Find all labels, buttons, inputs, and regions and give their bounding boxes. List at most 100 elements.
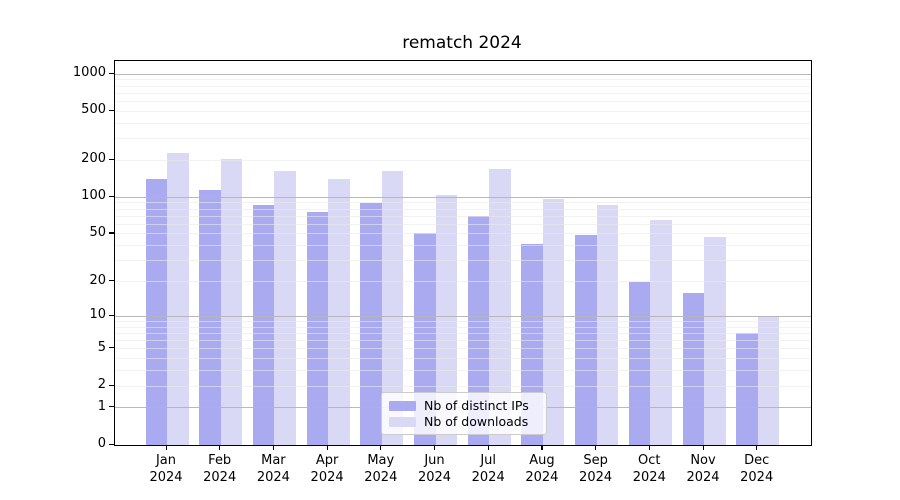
gridline-minor: [115, 332, 811, 334]
bar-distinct-ips: [467, 216, 490, 445]
y-axis-tick-label: 50: [89, 224, 106, 240]
x-axis-month-text: Sep: [583, 453, 608, 468]
plot-area: [114, 60, 812, 446]
x-axis-tick: [272, 445, 275, 450]
gridline-minor: [115, 245, 811, 247]
x-axis-year-text: 2024: [310, 469, 344, 485]
y-axis-tick: [109, 384, 114, 386]
gridline-minor: [115, 326, 811, 328]
x-axis-month-text: Oct: [638, 453, 661, 468]
legend-entry: Nb of distinct IPs: [389, 398, 539, 414]
bar-downloads: [220, 158, 243, 445]
x-axis-tick: [756, 445, 758, 450]
x-axis-year-text: 2024: [203, 469, 237, 485]
x-axis-tick: [219, 445, 221, 450]
x-axis-year-text: 2024: [579, 469, 613, 485]
y-axis-tick: [109, 280, 114, 282]
gridline-minor: [115, 202, 811, 204]
gridline-minor: [115, 370, 811, 372]
y-axis-tick-label: 0: [97, 436, 106, 451]
bar-distinct-ips: [736, 333, 758, 445]
chart-title: rematch 2024: [402, 33, 522, 53]
y-axis-tick-label: 10: [89, 307, 106, 323]
legend-label: Nb of distinct IPs: [424, 398, 529, 413]
gridline-minor: [115, 159, 811, 161]
x-axis-month-text: Feb: [208, 453, 232, 468]
x-axis-year-text: 2024: [525, 469, 559, 485]
bar-downloads: [489, 168, 511, 445]
gridline-minor: [115, 215, 811, 217]
x-axis-tick-label: Dec 2024: [729, 453, 785, 486]
y-axis-tick-label: 20: [89, 272, 106, 288]
legend-label: Nb of downloads: [424, 414, 529, 429]
y-axis-tick: [109, 158, 114, 160]
y-axis-tick-label: 1: [97, 398, 106, 414]
bar-downloads: [650, 220, 672, 445]
gridline-minor: [115, 122, 811, 124]
gridline-major: [115, 315, 811, 317]
y-axis-tick-label: 200: [81, 151, 106, 167]
bar-distinct-ips: [306, 211, 329, 445]
bar-distinct-ips: [199, 189, 221, 445]
gridline-minor: [115, 223, 811, 225]
x-axis-tick-label: Feb 2024: [192, 453, 248, 486]
gridline-minor: [115, 320, 811, 322]
x-axis-tick-label: Mar 2024: [245, 453, 301, 486]
bar-downloads: [435, 194, 457, 445]
y-axis-tick-label: 2: [97, 377, 106, 392]
gridline-minor: [115, 208, 811, 210]
x-axis-tick-label: May 2024: [353, 453, 409, 486]
legend: Nb of distinct IPs Nb of downloads: [381, 392, 547, 435]
x-axis-month-text: Dec: [744, 453, 770, 468]
gridline-minor: [115, 340, 811, 341]
gridline-minor: [115, 348, 811, 350]
gridline-minor: [115, 260, 811, 262]
y-axis-tick: [109, 406, 114, 408]
x-axis-tick-label: Sep 2024: [568, 453, 624, 486]
y-axis-tick-label: 5: [97, 339, 106, 355]
bar-downloads: [704, 237, 726, 445]
bar-downloads: [274, 170, 296, 445]
x-axis-year-text: 2024: [632, 469, 666, 485]
bar-downloads: [328, 179, 350, 445]
gridline-minor: [115, 85, 811, 87]
x-axis-tick: [541, 445, 543, 450]
gridline-minor: [115, 92, 811, 94]
gridline-minor: [115, 100, 811, 102]
x-axis-tick: [326, 445, 328, 450]
bar-distinct-ips: [252, 204, 275, 445]
x-axis-tick-label: Nov 2024: [675, 453, 731, 486]
gridline-minor: [115, 138, 811, 140]
x-axis-tick: [487, 445, 489, 450]
y-axis-tick: [109, 195, 114, 197]
x-axis-tick: [380, 445, 382, 450]
bar-distinct-ips: [145, 179, 167, 445]
x-axis-year-text: 2024: [740, 469, 774, 485]
x-axis-tick: [595, 445, 597, 450]
x-axis-year-text: 2024: [256, 469, 290, 485]
x-axis-tick: [165, 445, 167, 450]
gridline-major: [115, 73, 811, 75]
bar-distinct-ips: [628, 281, 651, 445]
x-axis-year-text: 2024: [364, 469, 398, 485]
x-axis-month-text: Apr: [315, 453, 339, 468]
bar-distinct-ips: [682, 292, 704, 445]
x-axis-tick-label: Jun 2024: [407, 453, 463, 486]
x-axis-tick: [702, 445, 704, 450]
x-axis-year-text: 2024: [471, 469, 505, 485]
bar-distinct-ips: [575, 234, 597, 445]
gridline-major: [115, 196, 811, 198]
x-axis-month-text: Jun: [424, 453, 445, 468]
x-axis-year-text: 2024: [149, 469, 183, 485]
legend-swatch: [389, 417, 416, 427]
bar-downloads: [167, 153, 189, 445]
gridline-minor: [115, 281, 811, 283]
x-axis-month-text: Jan: [155, 453, 177, 468]
x-axis-tick-label: Jan 2024: [138, 453, 194, 486]
bar-downloads: [596, 204, 619, 445]
x-axis-year-text: 2024: [686, 469, 720, 485]
x-axis-month-text: May: [367, 453, 395, 468]
gridline-minor: [115, 385, 811, 387]
x-axis-tick-label: Apr 2024: [299, 453, 355, 486]
